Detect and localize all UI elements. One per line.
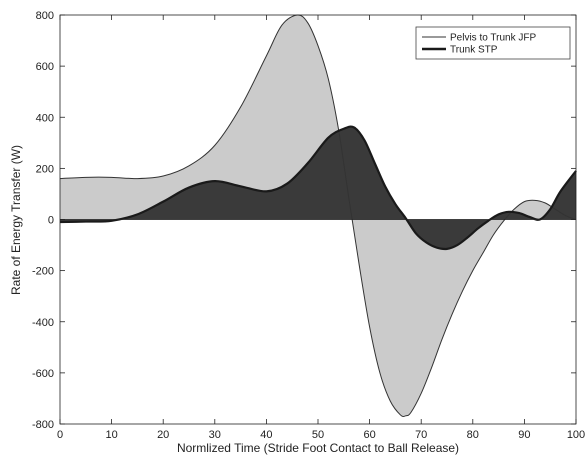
x-tick-label: 40 [260, 429, 272, 441]
x-tick-label: 70 [415, 429, 427, 441]
x-tick-label: 60 [363, 429, 375, 441]
y-tick-label: 400 [36, 112, 54, 124]
y-tick-label: -600 [32, 368, 54, 380]
x-tick-label: 10 [105, 429, 117, 441]
legend-label-1: Pelvis to Trunk JFP [450, 33, 536, 44]
y-tick-label: 600 [36, 61, 54, 73]
x-axis-label: Normlized Time (Stride Foot Contact to B… [177, 441, 459, 455]
legend-box [415, 26, 571, 60]
y-tick-label: 0 [48, 215, 54, 227]
series-line-2 [59, 125, 577, 251]
y-axis-ticks: -800 -600 -400 -200 0 200 400 600 800 [32, 10, 576, 431]
x-tick-label: 80 [467, 429, 479, 441]
x-tick-label: 50 [312, 429, 324, 441]
y-tick-label: -800 [32, 419, 54, 431]
y-tick-label: 800 [36, 10, 54, 22]
x-tick-label: 20 [157, 429, 169, 441]
series-lines [59, 14, 577, 418]
x-tick-label: 0 [57, 429, 63, 441]
x-tick-label: 90 [518, 429, 530, 441]
y-axis-label: Rate of Energy Transfer (W) [9, 145, 23, 295]
series-area-2 [60, 126, 576, 250]
legend-label-2: Trunk STP [450, 45, 498, 56]
x-tick-label: 30 [209, 429, 221, 441]
y-tick-label: -400 [32, 317, 54, 329]
y-tick-label: 200 [36, 163, 54, 175]
y-tick-label: -200 [32, 266, 54, 278]
x-axis-ticks: 0 10 20 30 40 50 60 70 80 90 100 [57, 15, 585, 441]
x-tick-label: 100 [567, 429, 585, 441]
series-fills [60, 14, 576, 417]
